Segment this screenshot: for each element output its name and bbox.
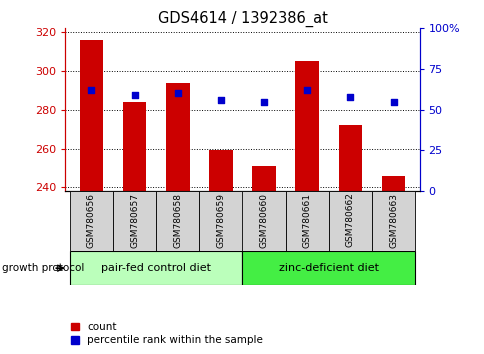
Text: GSM780660: GSM780660 [259,193,268,247]
Point [173,91,181,96]
Bar [371,191,414,251]
Text: GSM780656: GSM780656 [87,193,96,247]
Point [130,92,138,98]
Text: GSM780662: GSM780662 [345,193,354,247]
Bar [122,102,146,191]
Text: zinc-deficient diet: zinc-deficient diet [278,263,378,273]
Bar [338,125,362,191]
Point [216,97,224,103]
Point [87,87,95,93]
Bar [70,251,242,285]
Point [389,99,397,104]
Point [303,87,311,93]
Bar [381,176,405,191]
Bar [113,191,156,251]
Bar [242,251,414,285]
Bar [199,191,242,251]
Point [260,99,268,104]
Bar [79,40,103,191]
Bar [70,191,113,251]
Legend: count, percentile rank within the sample: count, percentile rank within the sample [71,322,263,345]
Text: GSM780657: GSM780657 [130,193,139,247]
Text: GDS4614 / 1392386_at: GDS4614 / 1392386_at [157,11,327,27]
Text: GSM780658: GSM780658 [173,193,182,247]
Bar [156,191,199,251]
Text: GSM780661: GSM780661 [302,193,311,247]
Bar [209,150,232,191]
Point [346,94,354,99]
Text: GSM780663: GSM780663 [388,193,397,247]
Bar [242,191,285,251]
Bar [328,191,371,251]
Bar [252,166,275,191]
Text: GSM780659: GSM780659 [216,193,225,247]
Bar [166,82,189,191]
Text: pair-fed control diet: pair-fed control diet [101,263,211,273]
Bar [285,191,328,251]
Text: growth protocol: growth protocol [2,263,85,273]
Bar [295,61,318,191]
